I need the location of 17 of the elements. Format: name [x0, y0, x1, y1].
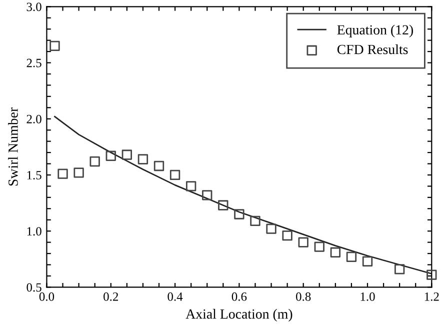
x-tick-label: 0.4 — [168, 292, 183, 301]
y-tick-label: 0.5 — [26, 283, 42, 292]
y-tick-label: 1.0 — [27, 227, 42, 236]
y-tick-label: 2.0 — [26, 114, 42, 124]
x-tick-label: 0.0 — [39, 292, 54, 301]
y-tick-label: 3.0 — [26, 2, 42, 12]
x-axis-title: Axial Location (m) — [186, 308, 292, 322]
x-tick-label: 0.8 — [296, 292, 311, 301]
x-tick-label: 0.6 — [232, 292, 247, 301]
y-axis-title: Swirl Number — [8, 107, 18, 186]
x-tick-label: 1.0 — [360, 292, 375, 301]
x-tick-label: 0.2 — [104, 292, 118, 301]
legend-label: CFD Results — [337, 44, 408, 54]
y-tick-label: 1.5 — [27, 171, 42, 180]
x-tick-label: 1.2 — [424, 292, 439, 301]
y-tick-label: 2.5 — [26, 58, 42, 68]
legend-label: Equation (12) — [337, 24, 413, 38]
